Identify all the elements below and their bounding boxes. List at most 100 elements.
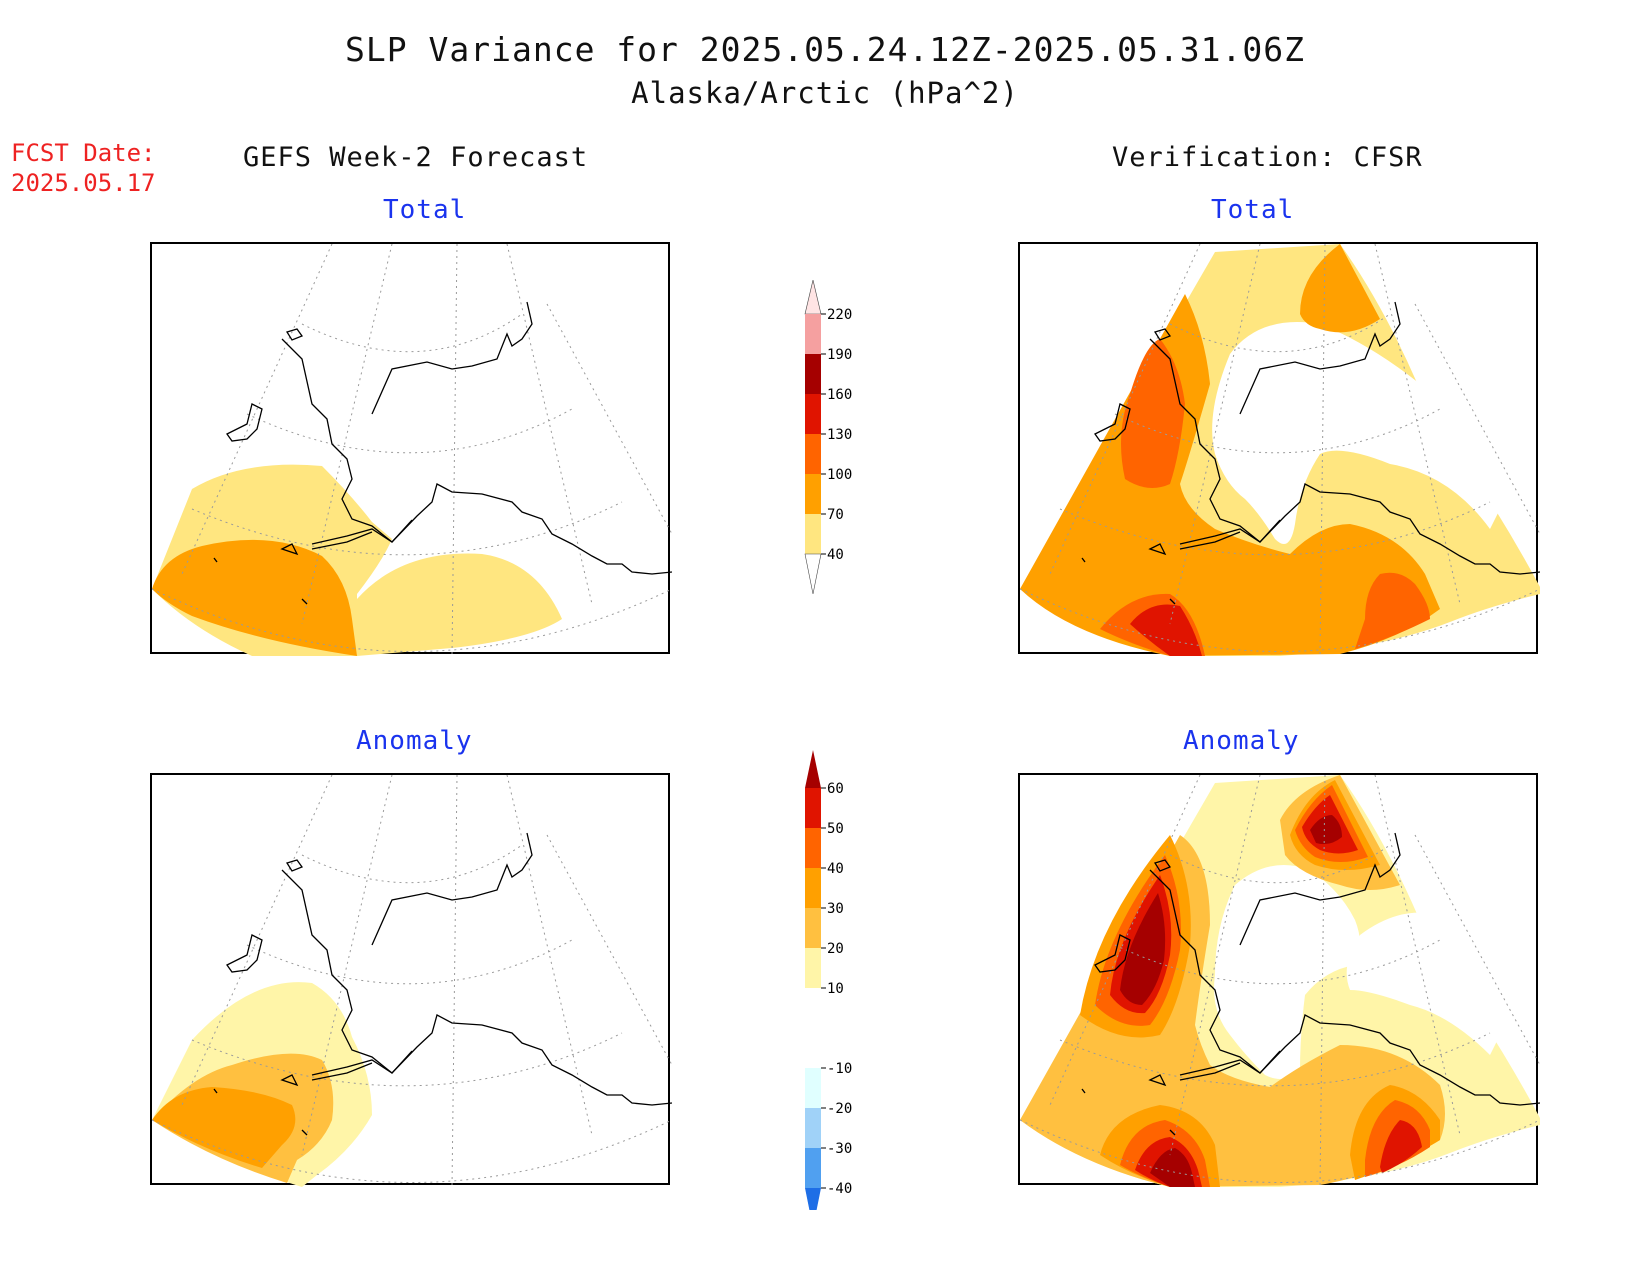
coastline xyxy=(280,543,299,556)
coastline xyxy=(285,328,304,341)
colorbar-tick-label: 190 xyxy=(827,347,852,363)
verification-total-label: Total xyxy=(1211,195,1295,225)
shade-70-100 xyxy=(1020,294,1440,656)
graticule-line xyxy=(506,244,593,605)
colorbar-tick-label: 100 xyxy=(827,467,852,483)
shade-gt60-ne xyxy=(1310,815,1342,845)
map-features xyxy=(152,775,672,1187)
colorbar-tick-label: -40 xyxy=(827,1181,852,1197)
shade-100-130-se xyxy=(1355,572,1430,649)
colorbar-tick-label: -10 xyxy=(827,1061,852,1077)
forecast-total-map xyxy=(150,242,672,656)
shade-20-30 xyxy=(1020,835,1445,1187)
coastline xyxy=(311,1050,413,1076)
coastline xyxy=(1153,859,1172,872)
graticule-line xyxy=(1414,834,1540,1066)
graticule-line xyxy=(1114,408,1441,454)
graticule-line xyxy=(301,244,393,625)
verification-anomaly-label: Anomaly xyxy=(1183,726,1300,756)
left-column-heading: GEFS Week-2 Forecast xyxy=(243,142,589,173)
coastline xyxy=(226,403,263,442)
shade-white-interior xyxy=(1212,322,1500,544)
shade-gt60 xyxy=(1120,893,1166,1005)
colorbar-segment xyxy=(805,474,821,514)
graticule-line xyxy=(181,244,333,575)
shade-40-70-east xyxy=(357,553,562,656)
colorbar-segment xyxy=(805,434,821,474)
colorbar-top-extension xyxy=(805,750,821,788)
colorbar-segment xyxy=(805,948,821,988)
coastline xyxy=(1169,1129,1176,1136)
graticule-line xyxy=(301,313,523,353)
colorbar-tick-label: 20 xyxy=(827,941,844,957)
colorbar-tick-label: 220 xyxy=(827,307,852,323)
graticule-line xyxy=(1374,244,1461,605)
coastline xyxy=(1081,557,1086,563)
coastline xyxy=(301,1129,308,1136)
coastline xyxy=(311,531,373,550)
shade-gt60-s xyxy=(1150,1148,1195,1187)
verification-total-map xyxy=(1018,242,1540,656)
colorbar-tick-label: 70 xyxy=(827,507,844,523)
shade-white-east xyxy=(1346,912,1500,1055)
graticule-line xyxy=(1319,244,1326,656)
right-column-heading: Verification: CFSR xyxy=(1112,142,1423,173)
coastline xyxy=(1094,934,1131,973)
graticule-line xyxy=(1319,775,1326,1187)
graticule-line xyxy=(152,1119,672,1183)
shading xyxy=(1020,775,1540,1187)
coastline xyxy=(281,869,672,1106)
colorbar-tick-label: 10 xyxy=(827,981,844,997)
coastline xyxy=(371,301,533,415)
figure-title: SLP Variance for 2025.05.24.12Z-2025.05.… xyxy=(345,30,1305,69)
coastline xyxy=(371,832,533,946)
coastline xyxy=(1179,519,1281,545)
colorbar-tick-label: -30 xyxy=(827,1141,852,1157)
colorbar-segment xyxy=(805,988,821,1028)
coastline xyxy=(311,519,413,545)
coastline xyxy=(213,1088,218,1094)
graticule-line xyxy=(1020,588,1540,652)
graticule-line xyxy=(546,303,672,535)
graticule-line xyxy=(246,408,573,454)
colorbar-bottom-extension xyxy=(804,553,822,595)
shade-100-130 xyxy=(1121,339,1185,488)
coastline xyxy=(1149,869,1540,1106)
colorbar-segment xyxy=(805,1148,821,1188)
forecast-total-label: Total xyxy=(383,195,467,225)
coastline xyxy=(1081,1088,1086,1094)
coastline xyxy=(226,934,263,973)
graticule-line xyxy=(301,775,393,1156)
graticule-line xyxy=(451,775,458,1187)
shading xyxy=(152,464,562,656)
graticule-line xyxy=(301,844,523,884)
coastline xyxy=(1153,328,1172,341)
colorbar-segment xyxy=(805,314,821,354)
coastline xyxy=(280,1074,299,1087)
forecast-anomaly-map xyxy=(150,773,672,1187)
fcst-date-label: FCST Date: xyxy=(11,139,156,167)
shade-70-100-ne xyxy=(1300,244,1380,333)
graticule-line xyxy=(1049,775,1201,1106)
coastline xyxy=(1179,1062,1241,1081)
graticule-line xyxy=(546,834,672,1066)
coastline xyxy=(1148,543,1167,556)
graticule-line xyxy=(1374,775,1461,1136)
shade-50-60-se xyxy=(1380,1120,1422,1173)
coastline xyxy=(281,338,672,575)
coastline xyxy=(1148,1074,1167,1087)
colorbar-tick-label: 30 xyxy=(827,901,844,917)
coastline xyxy=(311,1062,373,1081)
graticule-line xyxy=(1169,775,1261,1156)
colorbar-tick-label: 130 xyxy=(827,427,852,443)
colorbar-segment xyxy=(805,868,821,908)
colorbar-tick-label: -20 xyxy=(827,1101,852,1117)
colorbar-tick-label: 40 xyxy=(827,861,844,877)
graticule-line xyxy=(1020,1119,1540,1183)
forecast-anomaly-label: Anomaly xyxy=(356,726,473,756)
coastline xyxy=(301,598,308,605)
graticule-line xyxy=(246,939,573,985)
map-features xyxy=(1020,775,1540,1187)
fcst-date-block: FCST Date: 2025.05.17 xyxy=(11,138,156,198)
coastline xyxy=(1239,832,1401,946)
